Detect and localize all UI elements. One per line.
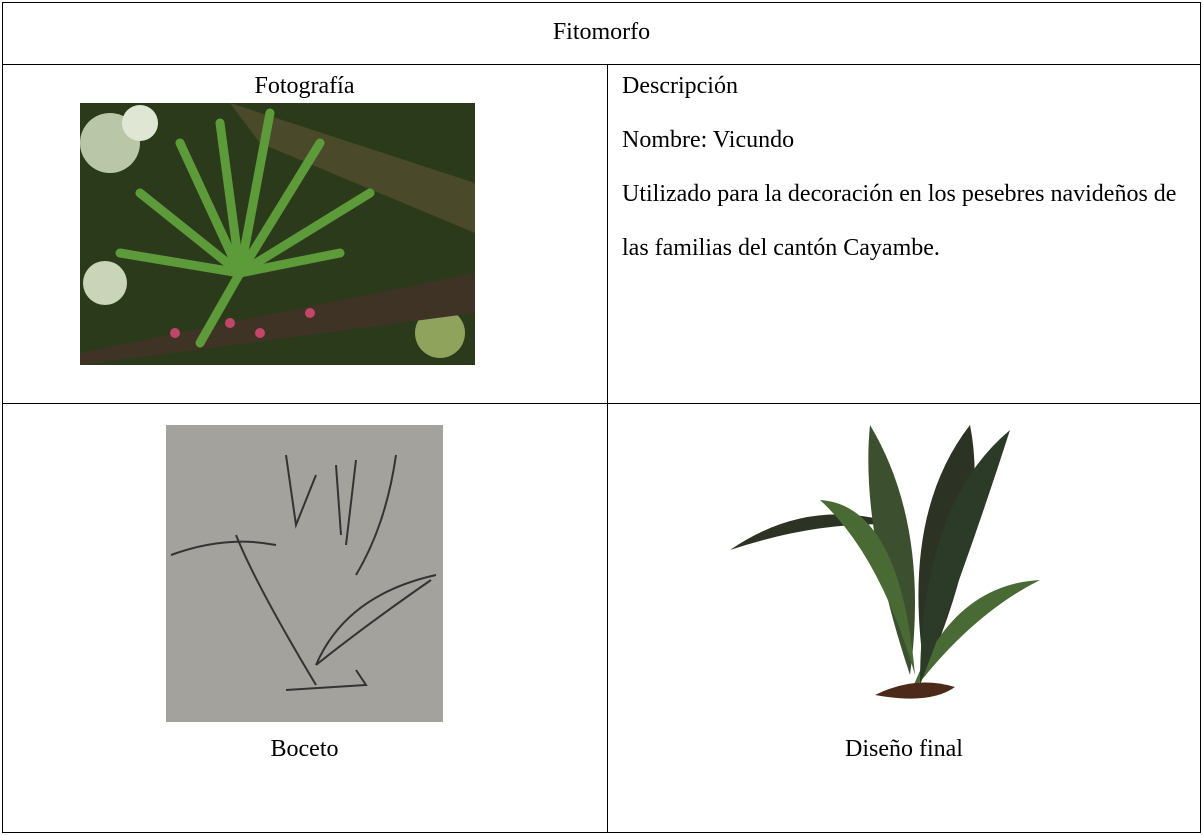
column-divider <box>607 64 608 833</box>
description-text: Utilizado para la decoración en los pese… <box>622 181 1177 261</box>
sketch-caption: Boceto <box>270 736 339 762</box>
border <box>2 2 3 833</box>
border <box>2 832 1201 833</box>
description-name: Nombre: Vicundo <box>622 127 795 153</box>
description-heading: Descripción <box>622 73 738 99</box>
border <box>1200 2 1201 833</box>
row-divider <box>2 64 1201 65</box>
final-design-caption: Diseño final <box>845 736 963 762</box>
final-design <box>730 425 1040 699</box>
sketch <box>166 425 443 722</box>
table-title: Fitomorfo <box>552 19 651 45</box>
photo <box>80 103 475 365</box>
row-divider <box>2 403 1201 404</box>
photo-caption: Fotografía <box>254 73 355 99</box>
border <box>2 2 1201 3</box>
